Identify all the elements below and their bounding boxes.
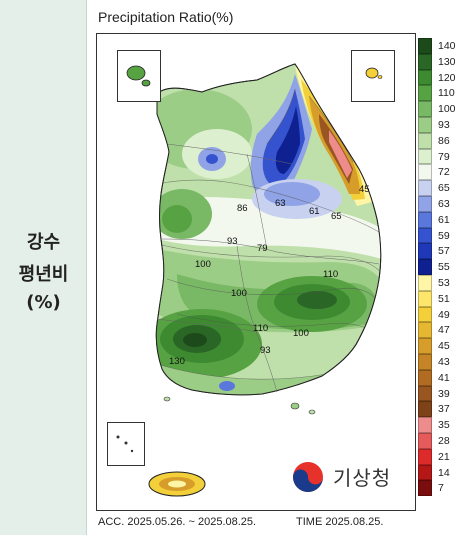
- legend-label: 79: [438, 150, 450, 163]
- legend-label: 63: [438, 198, 450, 210]
- legend-label: 86: [438, 134, 450, 147]
- legend-swatch: [418, 259, 432, 275]
- legend-swatch: [418, 227, 432, 244]
- legend-swatch: [418, 132, 432, 149]
- legend-label: 49: [438, 308, 450, 321]
- legend-swatch: [418, 164, 432, 181]
- footer-time: TIME 2025.08.25.: [296, 516, 384, 528]
- legend-swatch: [418, 385, 432, 402]
- inset-south-islands: [107, 422, 145, 466]
- legend-label: 37: [438, 403, 450, 416]
- side-label-line1: 강수: [26, 232, 61, 253]
- island-shape: [126, 65, 151, 87]
- legend-swatch: [418, 306, 432, 323]
- legend-label: 140: [438, 40, 456, 52]
- legend-swatch: [418, 117, 432, 133]
- legend-label: 39: [438, 387, 450, 400]
- contour-label: 65: [331, 211, 342, 222]
- legend-label: 65: [438, 182, 450, 195]
- legend-swatch: [418, 290, 432, 307]
- precipitation-map: 45 86 63 61 65 93 79 100 110 100 110 100…: [148, 63, 382, 497]
- legend-label: 35: [438, 419, 450, 432]
- side-label-line3: (%): [26, 292, 61, 313]
- contour-label: 86: [237, 203, 248, 214]
- contour-label: 45: [359, 184, 370, 195]
- inset-west-island: [117, 50, 161, 102]
- contour-label: 79: [257, 243, 268, 254]
- kma-logo-icon: [293, 462, 323, 492]
- legend-swatch: [418, 448, 432, 465]
- province-boundaries: [156, 143, 380, 393]
- legend-label: 57: [438, 245, 450, 258]
- legend-swatch: [418, 369, 432, 386]
- legend-label: 14: [438, 466, 450, 479]
- legend-label: 21: [438, 450, 450, 463]
- contour-label: 100: [293, 328, 309, 339]
- legend-label: 45: [438, 340, 450, 353]
- legend-swatch: [418, 464, 432, 481]
- legend-label: 43: [438, 356, 450, 368]
- legend-label: 110: [438, 87, 455, 100]
- island-shape: [365, 67, 383, 79]
- island-shape: [116, 435, 134, 453]
- legend-label: 53: [438, 277, 450, 289]
- contour-label: 110: [253, 323, 268, 334]
- precip-fields: [156, 66, 381, 395]
- legend-swatch: [418, 101, 432, 117]
- contour-labels: 45 86 63 61 65 93 79 100 110 100 110 100…: [169, 184, 370, 367]
- legend-swatch: [418, 354, 432, 370]
- legend-swatch: [418, 85, 432, 102]
- legend-swatch: [418, 53, 432, 70]
- legend-swatch: [418, 69, 432, 86]
- legend-label: 41: [438, 371, 450, 384]
- legend-label: 28: [438, 435, 450, 447]
- legend-label: 93: [438, 119, 450, 131]
- contour-label: 110: [323, 269, 338, 280]
- inset-east-island: [351, 50, 395, 102]
- side-panel: 강수 평년비 (%): [0, 0, 87, 535]
- legend-label: 72: [438, 166, 450, 179]
- legend-swatch: [418, 322, 432, 339]
- legend-swatch: [418, 211, 432, 228]
- contour-label: 61: [309, 206, 320, 217]
- legend-swatch: [418, 148, 432, 165]
- legend-swatch: [418, 196, 432, 212]
- legend-swatch: [418, 401, 432, 418]
- contour-label: 63: [275, 198, 286, 209]
- legend-label: 61: [438, 213, 450, 226]
- legend-label: 55: [438, 261, 450, 274]
- legend-swatch: [418, 433, 432, 449]
- contour-label: 93: [260, 345, 271, 356]
- legend-swatch: [418, 180, 432, 196]
- contour-label: 100: [195, 259, 211, 270]
- footer-accumulation-period: ACC. 2025.05.26. ~ 2025.08.25.: [98, 516, 257, 528]
- legend-swatch: [418, 275, 432, 291]
- legend-label: 59: [438, 229, 450, 242]
- contour-label: 100: [231, 288, 247, 299]
- contour-label: 130: [169, 356, 185, 367]
- map-frame: 45 86 63 61 65 93 79 100 110 100 110 100…: [96, 33, 416, 511]
- side-label-line2: 평년비: [18, 264, 69, 285]
- agency-name: 기상청: [333, 466, 392, 490]
- map-title: Precipitation Ratio(%): [98, 9, 234, 25]
- legend-label: 7: [438, 482, 444, 495]
- legend-swatch: [418, 480, 432, 497]
- legend-swatch: [418, 38, 432, 54]
- legend-swatch: [418, 417, 432, 433]
- legend-label: 51: [438, 292, 450, 305]
- contour-label: 93: [227, 236, 238, 247]
- legend-swatch: [418, 243, 432, 260]
- legend-label: 100: [438, 103, 456, 116]
- jeju-island: [148, 471, 206, 497]
- legend-label: 47: [438, 324, 450, 337]
- legend-label: 120: [438, 71, 456, 84]
- legend-swatch: [418, 338, 432, 354]
- legend-label: 130: [438, 55, 456, 68]
